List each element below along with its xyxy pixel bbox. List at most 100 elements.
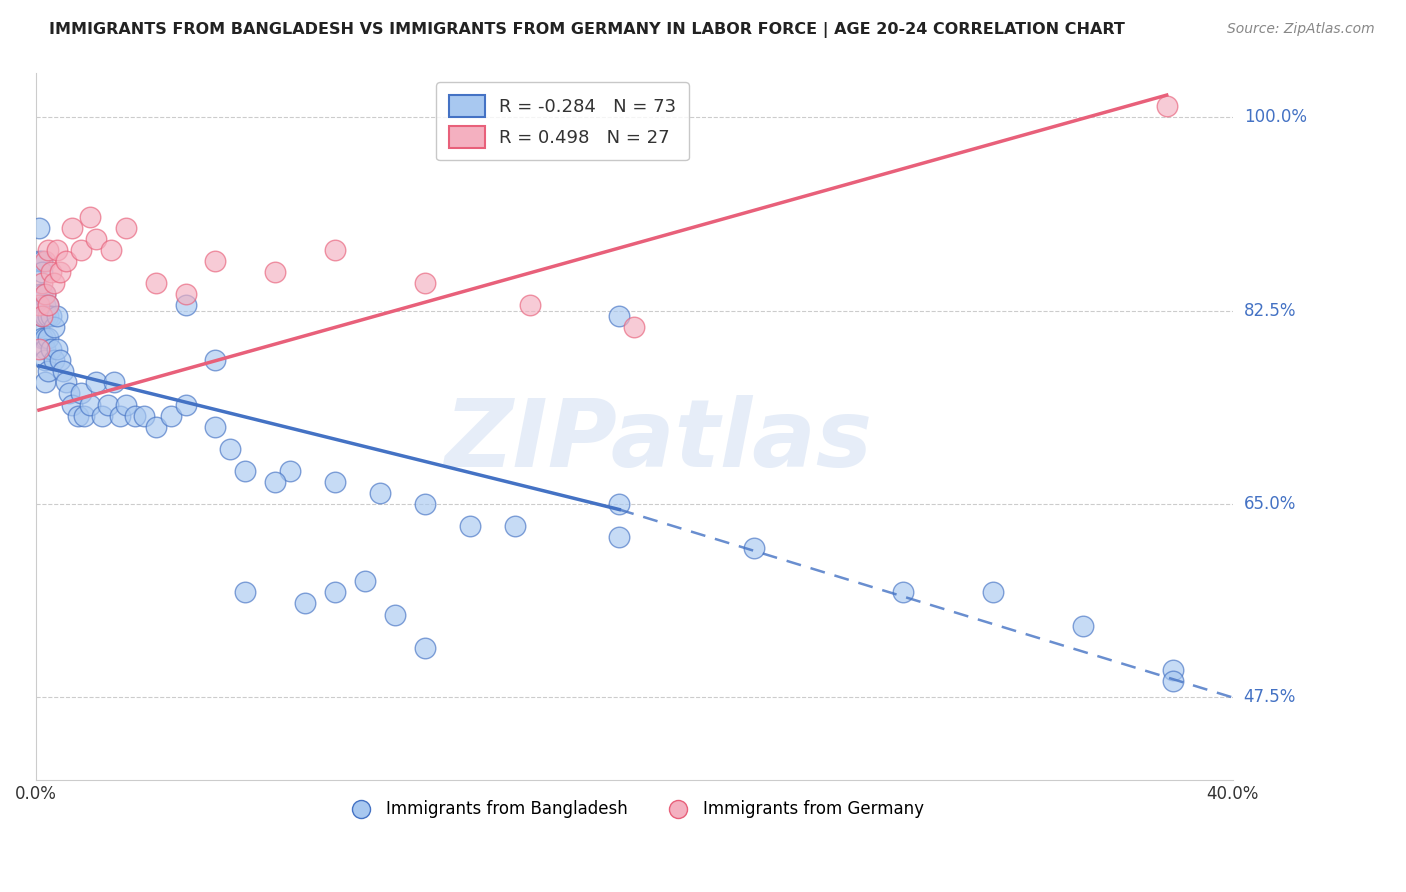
Point [607,309,630,323]
Point [34,298,56,312]
Point [31,309,53,323]
Point [34,309,56,323]
Point [60,220,83,235]
Point [103,376,125,390]
Point [323,585,346,599]
Point [742,541,765,556]
Point [79,398,101,412]
Point [294,597,316,611]
Text: 47.5%: 47.5% [1244,689,1296,706]
Point [204,353,226,368]
Point [323,475,346,489]
Point [31,309,53,323]
Point [1156,99,1178,113]
Point [413,640,436,655]
Point [34,343,56,357]
Text: Source: ZipAtlas.com: Source: ZipAtlas.com [1227,22,1375,37]
Point [49,353,72,368]
Point [42,276,65,290]
Point [45,343,67,357]
Point [981,585,1004,599]
Point [37,243,59,257]
Point [69,386,91,401]
Point [893,585,915,599]
Point [34,287,56,301]
Point [204,253,226,268]
Point [49,265,72,279]
Point [31,276,53,290]
Text: ZIPatlas: ZIPatlas [444,395,872,487]
Point [174,398,197,412]
Point [37,298,59,312]
Point [623,320,645,334]
Text: IMMIGRANTS FROM BANGLADESH VS IMMIGRANTS FROM GERMANY IN LABOR FORCE | AGE 20-24: IMMIGRANTS FROM BANGLADESH VS IMMIGRANTS… [49,22,1125,38]
Point [39,265,62,279]
Point [264,475,287,489]
Point [458,519,481,533]
Point [34,353,56,368]
Point [31,331,53,345]
Point [60,398,83,412]
Point [84,376,107,390]
Point [34,287,56,301]
Point [84,232,107,246]
Point [1071,618,1094,632]
Point [42,320,65,334]
Point [384,607,406,622]
Point [28,253,51,268]
Point [55,253,77,268]
Point [37,331,59,345]
Point [55,376,77,390]
Point [28,320,51,334]
Point [503,519,526,533]
Point [145,419,167,434]
Point [100,243,122,257]
Point [28,298,51,312]
Point [39,343,62,357]
Point [28,220,51,235]
Point [233,585,256,599]
Point [28,343,51,357]
Point [31,253,53,268]
Point [66,409,89,423]
Point [219,442,242,456]
Point [368,486,391,500]
Point [42,353,65,368]
Point [132,409,155,423]
Point [174,287,197,301]
Point [37,309,59,323]
Point [174,298,197,312]
Point [45,243,67,257]
Point [413,497,436,511]
Point [607,530,630,544]
Point [159,409,181,423]
Point [39,309,62,323]
Point [28,287,51,301]
Point [607,497,630,511]
Point [519,298,541,312]
Point [45,309,67,323]
Point [413,276,436,290]
Legend: Immigrants from Bangladesh, Immigrants from Germany: Immigrants from Bangladesh, Immigrants f… [337,794,931,825]
Text: 65.0%: 65.0% [1244,495,1296,513]
Point [1161,663,1184,677]
Text: 82.5%: 82.5% [1244,301,1296,319]
Point [97,398,120,412]
Point [31,287,53,301]
Point [34,331,56,345]
Point [73,409,96,423]
Point [31,265,53,279]
Point [37,364,59,378]
Point [69,243,91,257]
Point [37,298,59,312]
Point [108,409,131,423]
Point [58,386,80,401]
Point [79,210,101,224]
Point [34,253,56,268]
Text: 100.0%: 100.0% [1244,108,1306,126]
Point [354,574,377,589]
Point [278,464,301,478]
Point [52,364,75,378]
Point [145,276,167,290]
Point [114,220,136,235]
